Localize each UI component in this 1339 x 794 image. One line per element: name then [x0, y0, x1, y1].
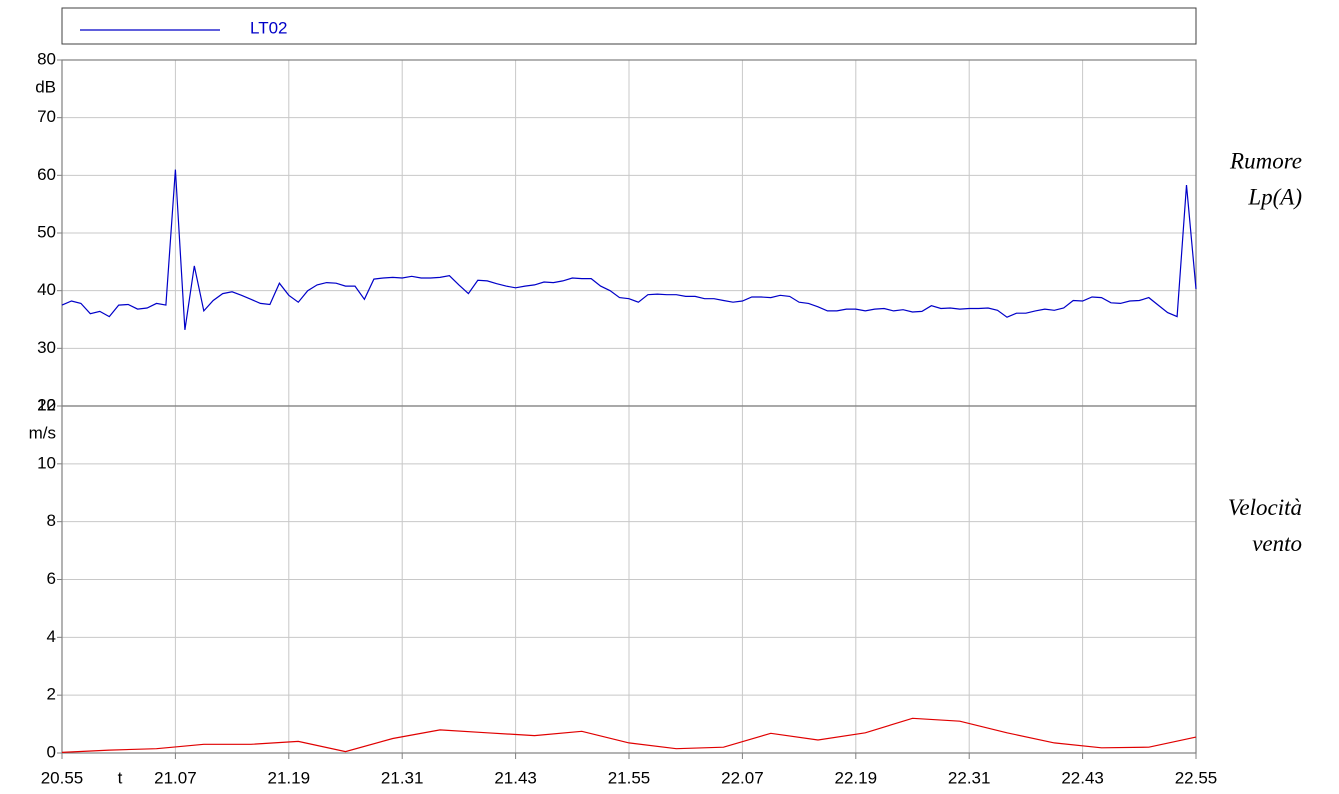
y-tick-label: 12 — [37, 395, 56, 414]
x-tick-label: 22.31 — [948, 768, 991, 787]
x-tick-label: 22.55 — [1175, 768, 1218, 787]
y-tick-label: 4 — [47, 627, 56, 646]
side-label: Rumore — [1229, 148, 1302, 173]
x-tick-label: 21.07 — [154, 768, 197, 787]
y-tick-label: 6 — [47, 569, 56, 588]
x-tick-label: 21.19 — [268, 768, 311, 787]
y-tick-label: 30 — [37, 338, 56, 357]
y-tick-label: 0 — [47, 742, 56, 761]
y-tick-label: 40 — [37, 280, 56, 299]
y-tick-label: 70 — [37, 107, 56, 126]
y-tick-label: 60 — [37, 165, 56, 184]
side-label: Lp(A) — [1247, 184, 1302, 209]
x-tick-label: 22.43 — [1061, 768, 1104, 787]
side-label: Velocità — [1228, 495, 1302, 520]
side-label: vento — [1252, 531, 1302, 556]
x-tick-label: 22.07 — [721, 768, 764, 787]
x-tick-label: 22.19 — [835, 768, 878, 787]
x-axis-label: t — [118, 768, 123, 787]
x-tick-label: 21.43 — [494, 768, 537, 787]
unit-label: m/s — [29, 423, 56, 442]
y-tick-label: 50 — [37, 222, 56, 241]
y-tick-label: 80 — [37, 49, 56, 68]
x-tick-label: 21.55 — [608, 768, 651, 787]
unit-label: dB — [35, 77, 56, 96]
y-tick-label: 20 — [37, 395, 56, 414]
x-tick-label: 20.55 — [41, 768, 84, 787]
legend-box — [61, 7, 1197, 45]
data-line — [61, 717, 1197, 753]
y-tick-label: 8 — [47, 511, 56, 530]
y-tick-label: 2 — [47, 685, 56, 704]
data-line — [61, 169, 1197, 330]
legend-label: LT02 — [250, 18, 288, 37]
y-tick-label: 10 — [37, 453, 56, 472]
x-tick-label: 21.31 — [381, 768, 424, 787]
